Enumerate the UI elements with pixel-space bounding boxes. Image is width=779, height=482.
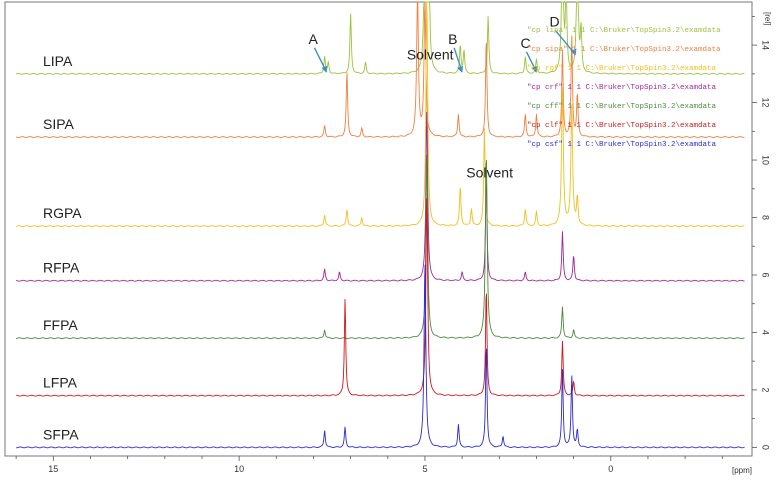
annotation-arrowhead-d xyxy=(570,48,577,56)
sample-labels-group: LIPA SIPA RGPA RFPA FFPA LFPA SFPA xyxy=(43,53,82,443)
annotation-solvent-5: Solvent xyxy=(466,164,513,180)
y-axis: 0 2 4 6 8 10 12 14 xyxy=(752,15,771,450)
y-tick-label-8: 8 xyxy=(761,215,771,220)
sample-label-lfpa: LFPA xyxy=(43,375,78,391)
plot-frame xyxy=(4,1,753,457)
spectrum-ffpa xyxy=(16,155,745,340)
annotation-a-0: A xyxy=(308,31,318,47)
spectrum-sfpa xyxy=(16,264,745,449)
spectrum-rfpa xyxy=(16,111,745,282)
annotation-arrowhead-a xyxy=(321,65,328,73)
legend-entry-4: "cp cff" 1 1 C:\Bruker\TopSpin3.2\examda… xyxy=(527,103,717,111)
legend-entry-5: "cp clf" 1 1 C:\Bruker\TopSpin3.2\examda… xyxy=(527,122,717,130)
y-axis-unit: [rel] xyxy=(763,12,772,25)
y-tick-label-12: 12 xyxy=(761,98,771,108)
annotation-c-2: C xyxy=(520,35,530,51)
annotations-group: A B C D Solvent Solvent xyxy=(308,14,577,180)
sample-label-ffpa: FFPA xyxy=(43,317,78,333)
y-tick-label-14: 14 xyxy=(761,40,771,50)
x-axis: 15 10 5 0 xyxy=(15,456,723,474)
legend-group: "cp lipa" 1 1 C:\Bruker\TopSpin3.2\examd… xyxy=(527,27,721,149)
annotation-arrowhead-c xyxy=(531,65,538,73)
sample-label-lipa: LIPA xyxy=(43,53,73,69)
spectra-group xyxy=(16,1,745,449)
legend-entry-1: "cp sipa" 1 1 C:\Bruker\TopSpin3.2\examd… xyxy=(527,46,721,54)
annotation-solvent-4: Solvent xyxy=(407,46,454,62)
y-tick-label-6: 6 xyxy=(761,272,771,277)
spectrum-lipa xyxy=(16,1,745,75)
sample-label-rfpa: RFPA xyxy=(43,260,80,276)
y-tick-label-10: 10 xyxy=(761,155,771,165)
y-tick-label-0: 0 xyxy=(761,445,771,450)
spectrum-lfpa xyxy=(16,198,745,397)
sample-label-rgpa: RGPA xyxy=(43,205,82,221)
y-tick-label-2: 2 xyxy=(761,387,771,392)
spectrum-rgpa xyxy=(16,1,745,228)
x-tick-label-0: 0 xyxy=(608,464,613,474)
annotation-arrowhead-b xyxy=(457,65,464,73)
annotation-d-3: D xyxy=(549,14,559,30)
x-tick-label-10: 10 xyxy=(234,464,244,474)
legend-entry-0: "cp lipa" 1 1 C:\Bruker\TopSpin3.2\examd… xyxy=(527,27,721,35)
x-tick-label-15: 15 xyxy=(48,464,58,474)
sample-label-sfpa: SFPA xyxy=(43,426,79,442)
x-axis-unit: [ppm] xyxy=(732,466,752,475)
legend-entry-2: "cp rgf" 1 1 C:\Bruker\TopSpin3.2\examda… xyxy=(527,65,717,73)
annotation-b-1: B xyxy=(448,31,457,47)
legend-entry-3: "cp crf" 1 1 C:\Bruker\TopSpin3.2\examda… xyxy=(527,84,717,92)
sample-label-sipa: SIPA xyxy=(43,116,75,132)
x-tick-label-5: 5 xyxy=(422,464,427,474)
spectrum-sipa xyxy=(16,1,745,138)
y-tick-label-4: 4 xyxy=(761,330,771,335)
legend-entry-6: "cp csf" 1 1 C:\Bruker\TopSpin3.2\examda… xyxy=(527,141,717,149)
